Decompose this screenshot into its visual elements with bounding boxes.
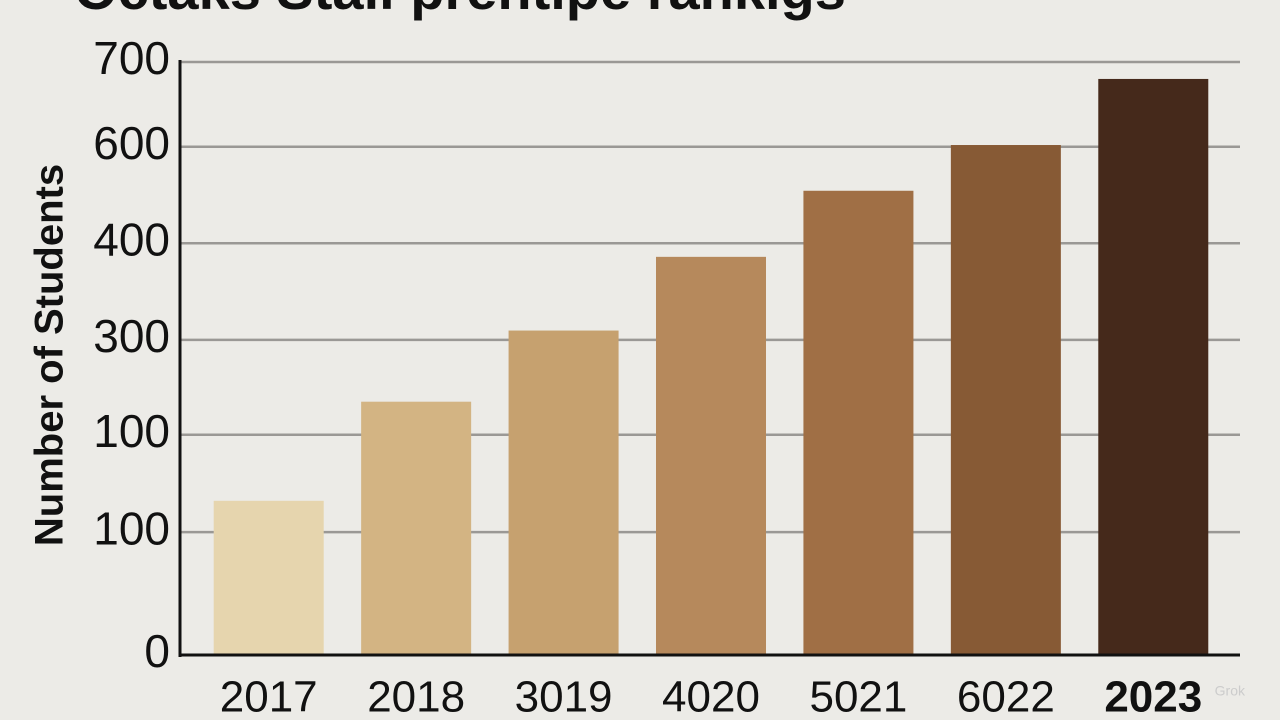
y-tick-label: 300 — [93, 310, 170, 362]
y-tick-label: 400 — [93, 213, 170, 265]
chart-title: Octaks Stall prentipe rankigs — [74, 0, 846, 21]
x-tick-label: 2023 — [1104, 673, 1202, 720]
bar — [656, 256, 766, 655]
bar — [361, 401, 472, 655]
x-tick-label: 4020 — [662, 673, 760, 720]
x-tick-label: 5021 — [809, 673, 907, 720]
y-tick-label: 100 — [93, 502, 170, 554]
bar — [1098, 78, 1209, 655]
bar — [213, 500, 324, 655]
y-tick-label: 100 — [93, 405, 170, 457]
x-tick-label: 2018 — [367, 673, 465, 720]
bar — [508, 330, 619, 655]
y-axis-label: Number of Students — [28, 164, 72, 546]
bar — [803, 190, 914, 655]
y-tick-label: 700 — [93, 32, 170, 84]
y-tick-label: 600 — [93, 117, 170, 169]
x-tick-label: 3019 — [515, 673, 613, 720]
watermark: Grok — [1215, 683, 1246, 699]
x-tick-label: 2017 — [220, 673, 318, 720]
bar — [950, 145, 1061, 655]
x-tick-label: 6022 — [957, 673, 1055, 720]
y-tick-label: 0 — [144, 625, 170, 677]
